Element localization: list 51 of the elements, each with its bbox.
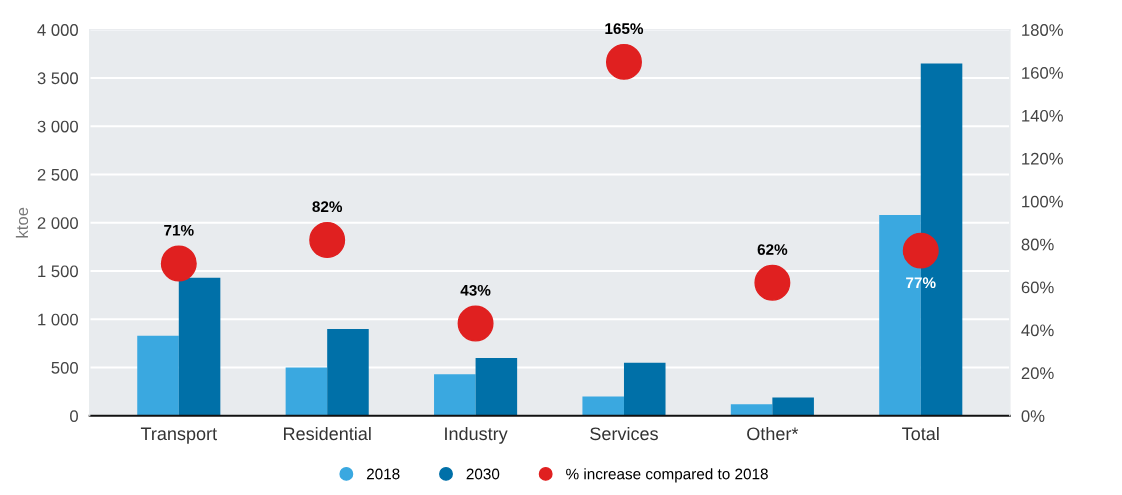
y2-tick-label: 120% bbox=[1022, 152, 1063, 165]
y2-tick-label: 20% bbox=[1021, 367, 1054, 380]
y2-tick-label: 160% bbox=[1022, 67, 1063, 79]
legend-label: 2018 bbox=[366, 468, 400, 480]
y2-tick-label: 140% bbox=[1022, 109, 1063, 122]
y-tick-label: 3 500 bbox=[37, 72, 78, 85]
bar bbox=[730, 404, 773, 416]
y-tick-label: 2 000 bbox=[37, 217, 78, 229]
data-label: 43% bbox=[460, 284, 491, 296]
y2-tick-label: 180% bbox=[1022, 24, 1063, 36]
y-tick-label: 1 000 bbox=[38, 313, 78, 326]
data-label: 82% bbox=[312, 201, 343, 213]
y2-tick-label: 100% bbox=[1022, 195, 1063, 208]
x-tick-label: Transport bbox=[140, 427, 217, 444]
point bbox=[160, 245, 197, 282]
y2-tick-label: 40% bbox=[1021, 324, 1054, 337]
y2-tick-label: 60% bbox=[1021, 281, 1054, 294]
y2-tick-label: 80% bbox=[1021, 238, 1054, 251]
y-axis-title: ktoe bbox=[15, 207, 29, 238]
bar bbox=[285, 367, 328, 416]
y2-tick-label: 0% bbox=[1021, 410, 1045, 422]
x-tick-label: Total bbox=[902, 426, 939, 441]
bar bbox=[475, 357, 518, 416]
point bbox=[902, 232, 939, 269]
y-tick-label: 3 000 bbox=[37, 120, 78, 133]
bar bbox=[582, 396, 624, 416]
x-tick-label: Residential bbox=[284, 426, 371, 441]
x-tick-label: Services bbox=[590, 426, 658, 441]
point bbox=[457, 305, 494, 342]
y-tick-label: 2 500 bbox=[37, 168, 78, 181]
y-tick-label: 0 bbox=[70, 410, 78, 422]
data-label: 165% bbox=[605, 23, 644, 35]
point bbox=[309, 221, 346, 258]
point bbox=[605, 43, 642, 80]
legend-label: 2030 bbox=[466, 468, 500, 480]
data-label: 77% bbox=[906, 277, 936, 289]
bar bbox=[327, 328, 369, 416]
bar bbox=[623, 362, 666, 416]
point bbox=[754, 264, 791, 301]
legend-label: % increase compared to 2018 bbox=[566, 468, 768, 483]
x-tick-label: Other* bbox=[747, 426, 799, 441]
data-label: 71% bbox=[164, 224, 194, 236]
y-tick-label: 1 500 bbox=[38, 265, 78, 278]
y-tick-label: 4 000 bbox=[37, 24, 78, 36]
x-tick-label: Industry bbox=[445, 426, 508, 444]
bar bbox=[137, 335, 179, 416]
data-label: 62% bbox=[757, 244, 788, 255]
bar bbox=[434, 374, 476, 416]
y-tick-label: 500 bbox=[51, 361, 78, 374]
bar bbox=[772, 397, 814, 416]
bar bbox=[178, 277, 221, 416]
